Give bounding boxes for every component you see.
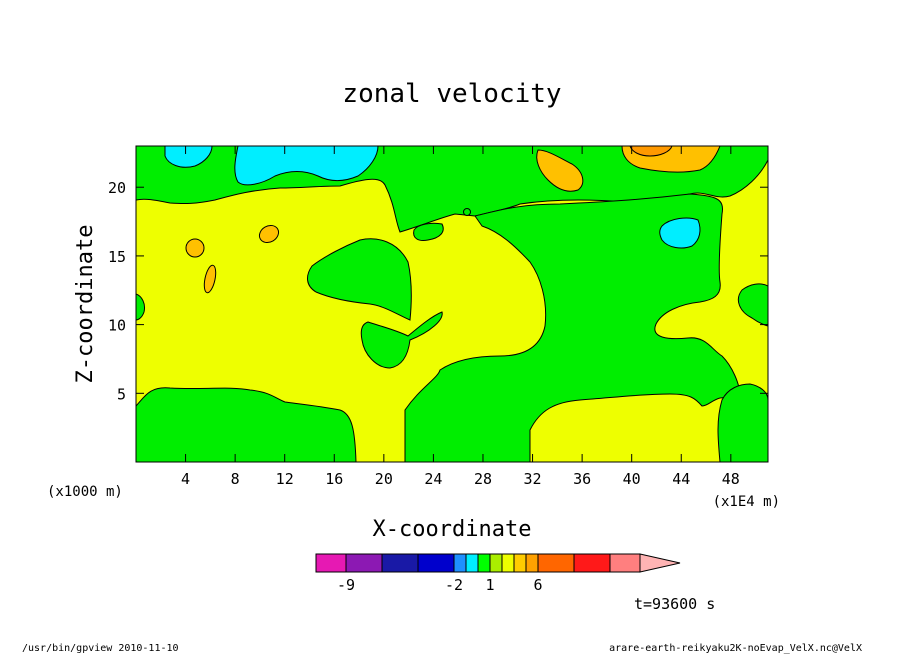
colorbar-swatch xyxy=(381,553,419,573)
colorbar-swatch xyxy=(537,553,575,573)
region-green-small xyxy=(413,222,444,241)
colorbar-swatch xyxy=(477,553,491,573)
colorbar-swatch xyxy=(489,553,503,573)
y-tick-label: 10 xyxy=(108,317,126,335)
x-scale-label: (x1E4 m) xyxy=(713,494,780,510)
region-green-center xyxy=(404,193,741,462)
x-tick-label: 40 xyxy=(623,470,641,488)
x-tick-label: 44 xyxy=(672,470,690,488)
x-tick-label: 24 xyxy=(424,470,442,488)
x-tick-label: 36 xyxy=(573,470,591,488)
colorbar-swatch xyxy=(315,553,347,573)
region-green-lower-mid xyxy=(360,311,443,369)
plot-frame xyxy=(135,145,769,463)
colorbar-swatch xyxy=(501,553,515,573)
region-orange-darker xyxy=(629,146,673,157)
time-label: t=93600 s xyxy=(634,595,715,613)
y-axis-label: Z-coordinate xyxy=(73,225,98,384)
colorbar-swatch xyxy=(453,553,467,573)
y-scale-label: (x1000 m) xyxy=(47,484,123,500)
region-orange-blob-1 xyxy=(185,238,205,258)
y-tick-label: 15 xyxy=(108,248,126,266)
colorbar-overflow-arrow xyxy=(639,553,681,573)
colorbar-swatch xyxy=(465,553,479,573)
colorbar-tick-label: -2 xyxy=(445,576,463,594)
region-green-bottom-right xyxy=(717,383,768,462)
region-cyan-topleft xyxy=(164,146,213,168)
colorbar-tick-label: 1 xyxy=(485,576,494,594)
region-green-bottom-left xyxy=(136,387,357,462)
region-green-mid-blob xyxy=(307,238,412,321)
x-tick-label: 16 xyxy=(325,470,343,488)
contour-field xyxy=(136,146,768,462)
colorbar-swatch xyxy=(525,553,539,573)
footer-left: /usr/bin/gpview 2010-11-10 xyxy=(22,643,179,654)
footer-right: arare-earth-reikyaku2K-noEvap_VelX.nc@Ve… xyxy=(609,643,862,654)
x-tick-label: 32 xyxy=(524,470,542,488)
chart-title: zonal velocity xyxy=(342,79,561,109)
x-tick-label: 48 xyxy=(722,470,740,488)
colorbar-swatch xyxy=(345,553,383,573)
region-green-left-edge xyxy=(136,293,145,321)
region-cyan-right xyxy=(659,217,701,249)
colorbar-swatch xyxy=(609,553,641,573)
y-axis: 5 10 15 20 xyxy=(108,179,768,403)
colorbar: -9 -2 1 6 xyxy=(315,553,681,594)
colorbar-swatch xyxy=(417,553,455,573)
x-tick-label: 8 xyxy=(231,470,240,488)
x-tick-label: 28 xyxy=(474,470,492,488)
colorbar-swatch xyxy=(513,553,527,573)
y-tick-label: 20 xyxy=(108,179,126,197)
y-tick-label: 5 xyxy=(117,385,126,403)
region-green-dot xyxy=(463,208,471,216)
x-tick-label: 4 xyxy=(181,470,190,488)
x-axis: 4 8 12 16 20 24 28 32 36 40 44 48 xyxy=(181,146,740,488)
colorbar-tick-label: -9 xyxy=(337,576,355,594)
region-orange-top-mid xyxy=(536,149,584,192)
x-axis-label: X-coordinate xyxy=(373,517,532,542)
x-tick-label: 20 xyxy=(375,470,393,488)
colorbar-swatch xyxy=(573,553,611,573)
region-orange-blob-2 xyxy=(258,224,280,244)
x-tick-label: 12 xyxy=(276,470,294,488)
region-cyan-top xyxy=(234,146,379,186)
region-orange-blob-3 xyxy=(203,264,217,294)
colorbar-tick-label: 6 xyxy=(533,576,542,594)
